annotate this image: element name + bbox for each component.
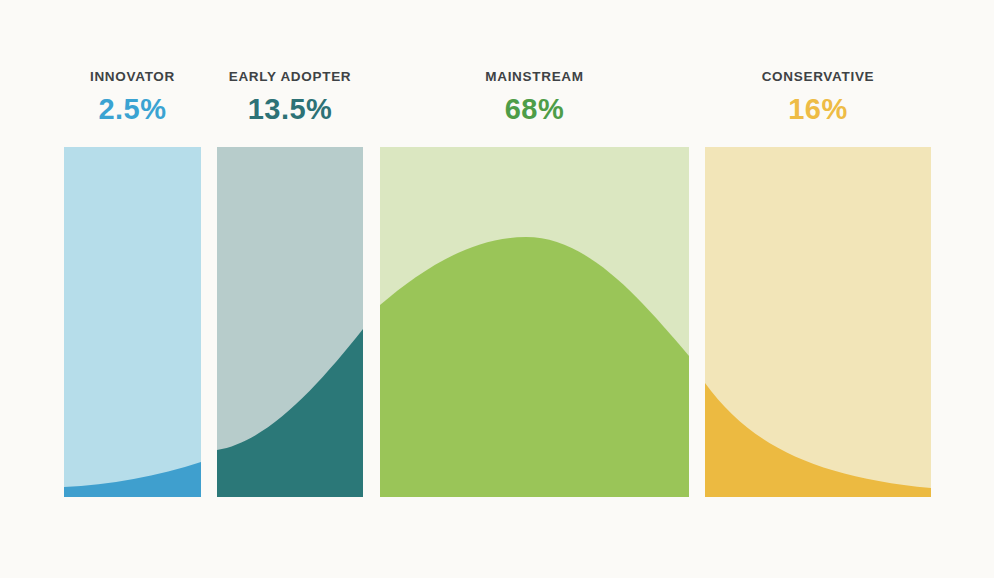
segment-percentage: 13.5%	[217, 93, 363, 126]
adoption-curve-chart: INNOVATOR 2.5% EARLY ADOPTER 13.5% MAINS…	[0, 0, 994, 578]
adoption-segment: CONSERVATIVE 16%	[705, 0, 931, 578]
bell-curve-area-svg	[705, 147, 931, 497]
segment-label: EARLY ADOPTER	[217, 69, 363, 84]
adoption-segment: INNOVATOR 2.5%	[64, 0, 201, 578]
bell-curve-area-svg	[217, 147, 363, 497]
segment-label: CONSERVATIVE	[705, 69, 931, 84]
bell-curve-area	[380, 237, 689, 497]
segment-panel	[64, 147, 201, 497]
segment-label: INNOVATOR	[64, 69, 201, 84]
bell-curve-area	[705, 383, 931, 497]
adoption-segment: MAINSTREAM 68%	[380, 0, 689, 578]
bell-curve-area-svg	[380, 147, 689, 497]
segment-panel	[705, 147, 931, 497]
bell-curve-area	[217, 329, 363, 497]
bell-curve-area-svg	[64, 147, 201, 497]
segment-label: MAINSTREAM	[380, 69, 689, 84]
bell-curve-area	[64, 462, 201, 497]
segment-panel	[380, 147, 689, 497]
segment-percentage: 2.5%	[64, 93, 201, 126]
segment-percentage: 16%	[705, 93, 931, 126]
adoption-segment: EARLY ADOPTER 13.5%	[217, 0, 363, 578]
segment-panel	[217, 147, 363, 497]
segment-percentage: 68%	[380, 93, 689, 126]
